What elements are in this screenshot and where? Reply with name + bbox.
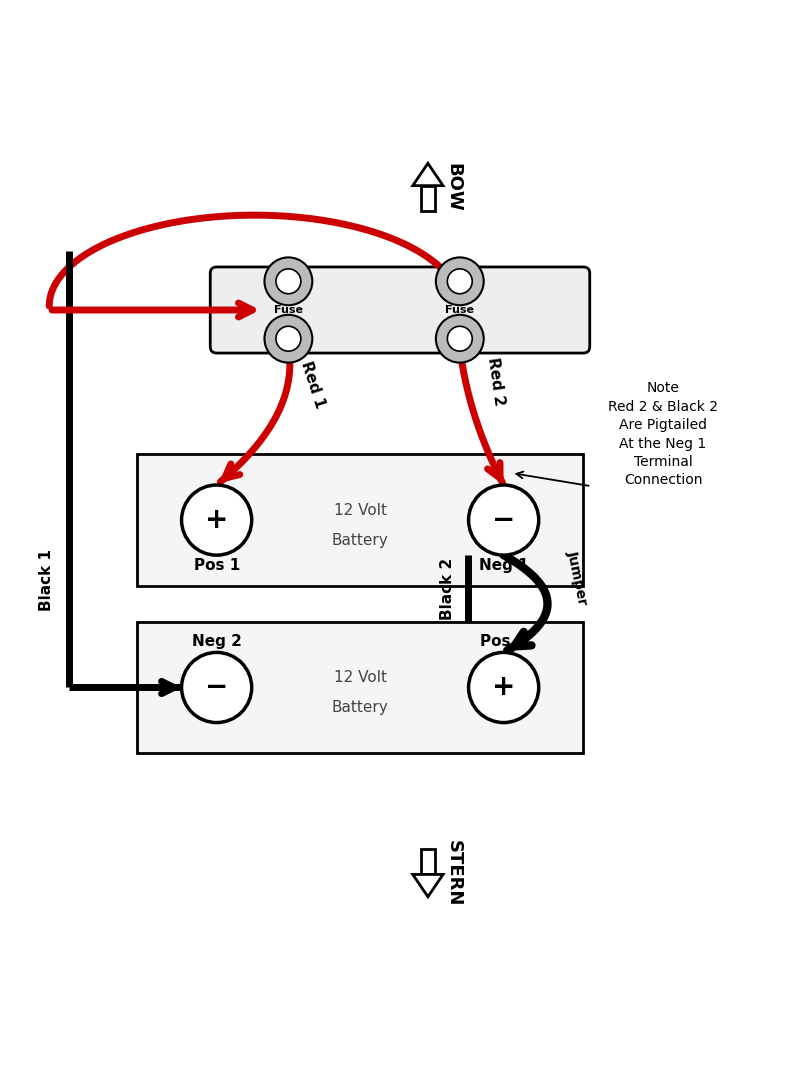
- FancyBboxPatch shape: [421, 849, 435, 875]
- Text: Black 1: Black 1: [39, 549, 54, 611]
- Circle shape: [436, 257, 484, 306]
- FancyBboxPatch shape: [421, 185, 435, 211]
- Text: −: −: [492, 506, 515, 534]
- Circle shape: [182, 485, 252, 555]
- Text: Neg 1: Neg 1: [479, 558, 529, 573]
- Text: Battery: Battery: [332, 700, 389, 715]
- Text: Pos 1: Pos 1: [194, 558, 240, 573]
- Text: Fuse: Fuse: [274, 305, 303, 315]
- Polygon shape: [413, 875, 443, 896]
- Text: Black 2: Black 2: [440, 557, 455, 620]
- Text: +: +: [492, 673, 515, 701]
- Text: Red 1: Red 1: [298, 360, 328, 411]
- FancyBboxPatch shape: [210, 267, 590, 353]
- Text: Battery: Battery: [332, 532, 389, 547]
- Text: BOW: BOW: [445, 163, 462, 211]
- Text: Red 2: Red 2: [485, 357, 506, 406]
- Text: STERN: STERN: [445, 840, 462, 906]
- Text: Jumper: Jumper: [565, 549, 590, 606]
- Polygon shape: [413, 164, 443, 185]
- Circle shape: [469, 485, 538, 555]
- Text: Note
Red 2 & Black 2
Are Pigtailed
At the Neg 1
Terminal
Connection: Note Red 2 & Black 2 Are Pigtailed At th…: [608, 382, 718, 488]
- Circle shape: [276, 326, 301, 351]
- Circle shape: [276, 269, 301, 294]
- Text: 12 Volt: 12 Volt: [334, 670, 386, 685]
- Circle shape: [447, 326, 472, 351]
- Text: +: +: [205, 506, 228, 534]
- Text: Pos 2: Pos 2: [480, 634, 527, 649]
- FancyBboxPatch shape: [137, 622, 583, 753]
- Text: Fuse: Fuse: [446, 305, 474, 315]
- Circle shape: [469, 653, 538, 723]
- Circle shape: [182, 653, 252, 723]
- Circle shape: [447, 269, 472, 294]
- Circle shape: [436, 314, 484, 363]
- Circle shape: [265, 257, 312, 306]
- Text: 12 Volt: 12 Volt: [334, 503, 386, 518]
- FancyBboxPatch shape: [137, 454, 583, 585]
- Text: Neg 2: Neg 2: [192, 634, 242, 649]
- Text: −: −: [205, 673, 228, 701]
- Circle shape: [265, 314, 312, 363]
